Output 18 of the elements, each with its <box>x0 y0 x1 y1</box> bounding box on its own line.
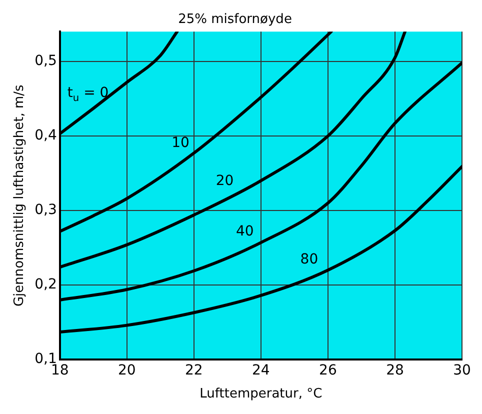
x-tick-label: 24 <box>252 362 270 379</box>
x-tick-label: 26 <box>319 362 337 379</box>
x-tick-label: 18 <box>50 362 69 379</box>
x-tick-label: 30 <box>453 362 471 379</box>
y-tick-label: 0,2 <box>34 276 57 293</box>
x-tick-label: 20 <box>118 362 136 379</box>
y-tick-label: 0,4 <box>34 128 57 144</box>
y-axis-title: Gjennomsnittlig lufthastighet, m/s <box>12 84 28 307</box>
x-axis-title: Lufttemperatur, °C <box>200 386 322 402</box>
x-tick-label: 28 <box>386 362 404 379</box>
series-label: 80 <box>300 251 318 268</box>
y-tick-label: 0,5 <box>34 53 57 70</box>
x-tick-label: 22 <box>184 362 203 379</box>
chart-title: 25% misfornøyde <box>178 12 292 28</box>
series-label: 40 <box>236 223 254 240</box>
series-label: 20 <box>216 172 234 189</box>
y-tick-label: 0,3 <box>34 202 57 218</box>
series-label: 10 <box>172 135 190 152</box>
